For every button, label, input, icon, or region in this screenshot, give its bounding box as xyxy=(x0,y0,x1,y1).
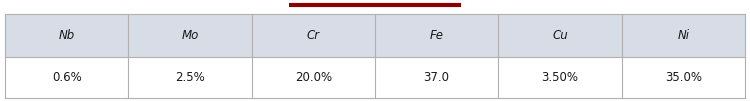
Text: Nb: Nb xyxy=(58,29,75,42)
Bar xyxy=(375,57,498,98)
Text: 2.5%: 2.5% xyxy=(175,71,205,84)
Text: Fe: Fe xyxy=(430,29,444,42)
Bar xyxy=(5,14,128,57)
Bar xyxy=(622,57,745,98)
Text: 37.0: 37.0 xyxy=(424,71,450,84)
Bar xyxy=(622,14,745,57)
Bar xyxy=(498,57,622,98)
Text: 35.0%: 35.0% xyxy=(664,71,702,84)
Text: Ni: Ni xyxy=(677,29,689,42)
Bar xyxy=(5,57,128,98)
Bar xyxy=(128,57,252,98)
Text: 0.6%: 0.6% xyxy=(52,71,82,84)
Bar xyxy=(498,14,622,57)
Bar xyxy=(252,57,375,98)
Bar xyxy=(375,14,498,57)
Text: Cr: Cr xyxy=(307,29,320,42)
Bar xyxy=(252,14,375,57)
Text: Cu: Cu xyxy=(552,29,568,42)
Text: Mo: Mo xyxy=(182,29,199,42)
Text: 20.0%: 20.0% xyxy=(295,71,332,84)
Bar xyxy=(128,14,252,57)
Text: 3.50%: 3.50% xyxy=(542,71,578,84)
